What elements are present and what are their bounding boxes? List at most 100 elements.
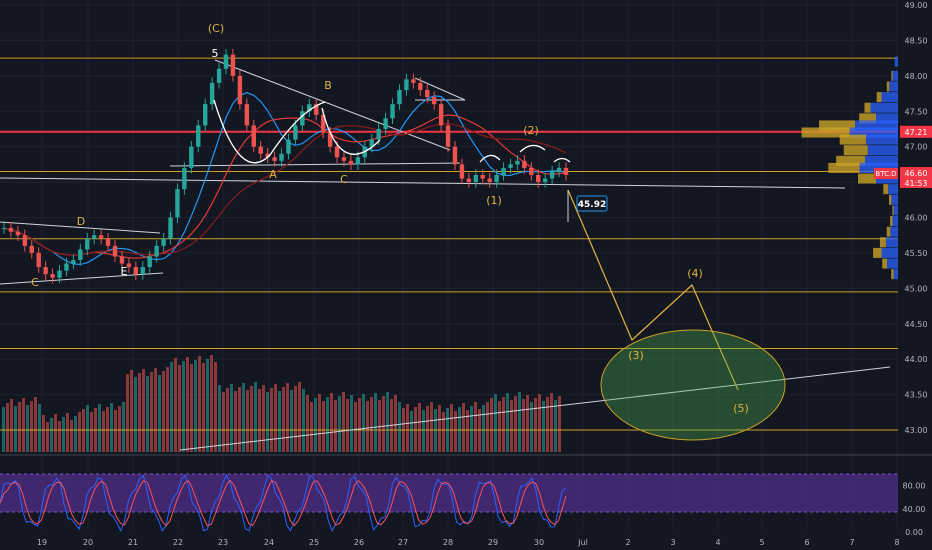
candle-body-19 [133, 267, 139, 275]
volume-bar-12 [50, 418, 53, 452]
volume-bar-120 [482, 405, 485, 452]
wave-label-c-mid: C [340, 173, 348, 186]
candle-body-31 [216, 68, 222, 83]
volume-bar-115 [462, 403, 465, 452]
stoch-tick-2: 0.00 [905, 528, 923, 537]
time-tick-7: 26 [354, 538, 364, 547]
candle-body-35 [244, 104, 250, 126]
candle-body-39 [272, 157, 277, 161]
candle-body-20 [140, 267, 145, 275]
price-tick-12: 43.00 [905, 426, 928, 435]
price-tick-11: 43.50 [905, 391, 928, 400]
time-tick-5: 24 [264, 538, 274, 547]
candle-body-65 [452, 146, 458, 165]
candle-body-66 [459, 164, 465, 179]
volume-bar-85 [342, 392, 345, 452]
price-tick-1: 48.50 [905, 36, 928, 45]
candle-body-54 [376, 128, 381, 140]
vp-gold-5 [859, 113, 876, 124]
vp-blue-3 [881, 92, 898, 103]
candle-body-43 [300, 111, 305, 126]
volume-bar-126 [506, 393, 509, 452]
trendline-6 [414, 77, 466, 101]
candle-body-1 [8, 228, 14, 232]
volume-bar-22 [90, 412, 93, 452]
vp-blue-13 [888, 184, 898, 195]
volume-bar-66 [266, 392, 269, 452]
candle-body-15 [105, 238, 111, 246]
volume-bar-124 [498, 401, 501, 452]
candle-body-26 [182, 167, 187, 190]
candle-body-45 [314, 104, 319, 115]
target-zone-ellipse [600, 329, 786, 441]
volume-bar-112 [450, 404, 453, 452]
volume-bar-77 [310, 402, 313, 452]
volume-bar-27 [110, 403, 113, 452]
vp-blue-9 [867, 145, 898, 156]
candle-body-33 [230, 54, 236, 76]
ema-blue-line [3, 92, 567, 266]
vp-blue-10 [865, 155, 898, 166]
candle-body-12 [85, 238, 90, 250]
volume-bar-18 [74, 416, 77, 452]
volume-bar-17 [70, 420, 73, 452]
price-tick-4: 47.00 [905, 143, 928, 152]
vp-gold-15 [892, 205, 894, 216]
time-tick-18: 7 [849, 538, 854, 547]
candle-body-7 [50, 274, 55, 278]
volume-bar-54 [218, 385, 221, 452]
candle-body-27 [189, 146, 194, 168]
target-label: 45.92 [578, 200, 606, 210]
volume-bar-48 [194, 360, 197, 452]
candle-body-69 [480, 175, 485, 179]
candle-body-14 [98, 235, 104, 239]
volume-bar-47 [190, 364, 193, 452]
volume-bar-73 [294, 386, 297, 452]
vp-gold-3 [876, 92, 882, 103]
price-tick-0: 49.00 [905, 1, 928, 10]
volume-bar-132 [530, 402, 533, 452]
volume-bar-128 [514, 396, 517, 452]
candle-body-5 [36, 252, 41, 268]
candle-body-48 [334, 146, 340, 158]
vp-gold-2 [886, 81, 890, 92]
volume-bar-98 [394, 395, 397, 452]
candle-body-13 [91, 235, 97, 239]
candle-body-16 [112, 245, 118, 257]
vp-blue-6 [855, 120, 898, 131]
candle-body-59 [411, 79, 416, 83]
candle-body-28 [196, 125, 201, 147]
candle-body-77 [536, 175, 541, 183]
volume-bar-32 [130, 370, 133, 452]
volume-bar-136 [546, 397, 549, 452]
countdown-label: 41:53 [904, 179, 927, 188]
volume-bar-76 [306, 395, 309, 452]
volume-bar-38 [154, 368, 157, 452]
price-tick-3: 47.50 [905, 107, 928, 116]
price-tick-9: 44.50 [905, 320, 928, 329]
candle-body-8 [57, 270, 62, 278]
vp-gold-1 [891, 70, 893, 81]
volume-bar-82 [330, 393, 333, 452]
vp-blue-14 [891, 194, 898, 205]
volume-bar-125 [502, 397, 505, 452]
volume-bar-46 [186, 357, 189, 452]
vp-blue-20 [887, 258, 898, 269]
vp-gold-21 [891, 269, 894, 280]
time-tick-1: 20 [83, 538, 93, 547]
stoch-axis: 80.00 40.00 0.00 [903, 482, 926, 537]
time-tick-4: 23 [218, 538, 228, 547]
vp-gold-11 [828, 162, 860, 173]
wave-label-3: (3) [628, 349, 644, 362]
candle-body-41 [286, 139, 291, 154]
candle-body-44 [307, 104, 312, 112]
symbol-label: BTC.D [875, 170, 896, 178]
volume-bar-130 [522, 399, 525, 452]
vp-blue-18 [885, 237, 898, 248]
volume-bar-81 [326, 397, 329, 452]
volume-bar-92 [370, 397, 373, 452]
candle-body-30 [209, 82, 215, 105]
volume-bar-34 [138, 373, 141, 452]
wave-label-e: E [121, 265, 128, 278]
